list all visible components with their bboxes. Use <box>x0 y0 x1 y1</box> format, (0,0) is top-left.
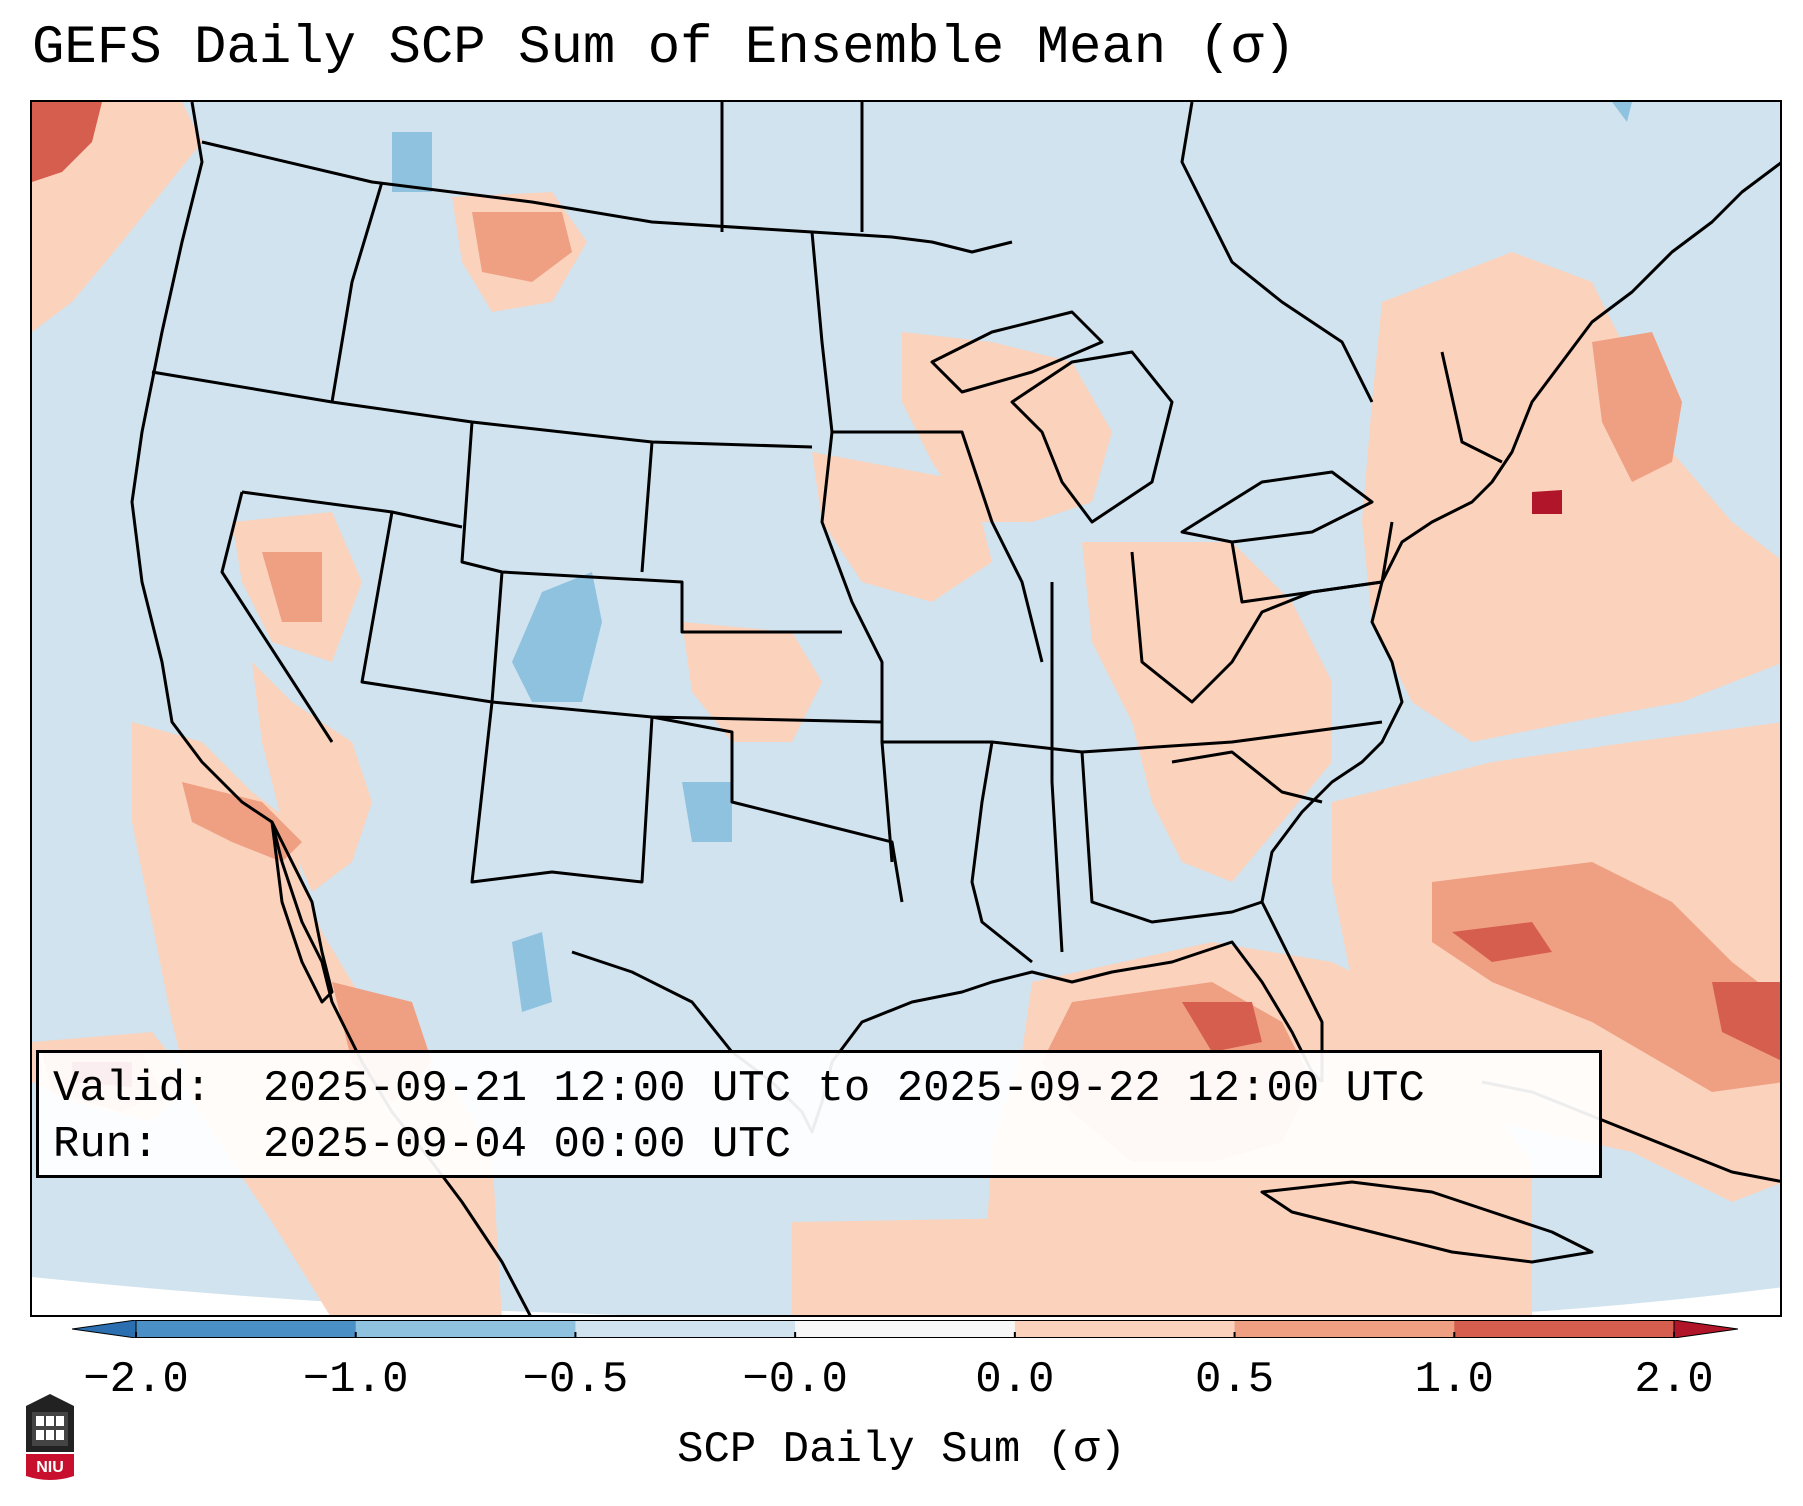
mid-anomaly-region <box>1592 332 1682 482</box>
chart-title: GEFS Daily SCP Sum of Ensemble Mean (σ) <box>32 18 1296 79</box>
extreme-anomaly-region <box>1532 490 1562 514</box>
state-border <box>1050 582 1064 953</box>
outside-projection <box>1479 1287 1780 1315</box>
negative-anomaly-region <box>1612 102 1632 122</box>
state-border <box>1440 351 1503 464</box>
positive-anomaly-region <box>1362 252 1780 742</box>
colorbar-tick-label: 2.0 <box>1634 1355 1714 1405</box>
niu-logo-icon: NIU <box>26 1394 74 1480</box>
mid-anomaly-region <box>182 782 302 862</box>
positive-anomaly-region <box>792 1212 1452 1315</box>
negative-anomaly-region <box>682 782 732 842</box>
mid-anomaly-region <box>262 552 322 622</box>
colorbar-tick-label: −1.0 <box>302 1355 409 1405</box>
valid-label: Valid: <box>53 1064 212 1114</box>
outside-projection <box>32 1277 622 1315</box>
colorbar-tick-label: 0.5 <box>1194 1355 1275 1405</box>
state-border <box>640 441 654 573</box>
baja-peninsula <box>270 820 334 1004</box>
great-lakes <box>1010 350 1174 524</box>
state-border <box>220 491 334 743</box>
colorbar-tick-label: −0.0 <box>742 1355 848 1405</box>
positive-anomaly-region <box>1082 542 1332 882</box>
colorbar-tick-label: −0.5 <box>522 1355 629 1405</box>
state-border <box>810 231 894 863</box>
colorbar-bin <box>1234 1320 1455 1338</box>
logo-text: NIU <box>36 1459 64 1476</box>
colorbar-tick-labels: −2.0 −1.0 −0.5 −0.0 0.0 0.5 1.0 2.0 <box>0 1355 1803 1405</box>
colorbar-tick-label: −2.0 <box>83 1355 189 1405</box>
positive-anomaly-region <box>812 452 992 602</box>
canada-border <box>1180 102 1374 403</box>
state-border <box>470 571 654 884</box>
colorbar-bin <box>355 1320 576 1338</box>
colorbar-bin <box>136 1320 357 1338</box>
strong-anomaly-region <box>1182 1002 1262 1052</box>
state-border <box>832 430 1044 663</box>
state-border <box>651 715 904 903</box>
run-row: Run: 2025-09-04 00:00 UTC <box>53 1117 1585 1173</box>
colorbar-bin <box>575 1320 796 1338</box>
state-border <box>970 741 1033 964</box>
great-lakes <box>930 310 1104 394</box>
colorbar-extend-high <box>1673 1320 1738 1338</box>
positive-anomaly-region <box>682 622 822 742</box>
negative-anomaly-field <box>392 102 1632 1012</box>
valid-row: Valid: 2025-09-21 12:00 UTC to 2025-09-2… <box>53 1061 1585 1117</box>
strong-anomaly-region <box>1712 982 1780 1061</box>
colorbar-label: SCP Daily Sum (σ) <box>677 1425 1126 1475</box>
state-border <box>1171 750 1323 804</box>
colorbar <box>72 1320 1738 1338</box>
colorbar-bin <box>1454 1320 1675 1338</box>
colorbar-extend-low <box>72 1320 137 1338</box>
negative-anomaly-region <box>512 572 602 702</box>
colorbar-outline <box>135 1320 1675 1338</box>
colorbar-tick-label: 0.0 <box>975 1355 1055 1405</box>
state-border <box>1080 751 1263 924</box>
state-border <box>460 421 842 634</box>
colorbar-bin <box>795 1320 1016 1338</box>
positive-anomaly-region <box>252 662 372 892</box>
cuba <box>1260 1180 1594 1264</box>
valid-value: 2025-09-21 12:00 UTC to 2025-09-22 12:00… <box>263 1064 1425 1114</box>
great-lakes <box>1180 470 1374 544</box>
negative-anomaly-region <box>392 132 432 192</box>
strong-anomaly-region <box>32 102 102 182</box>
mid-anomaly-region <box>472 212 572 282</box>
valid-run-info-box: Valid: 2025-09-21 12:00 UTC to 2025-09-2… <box>36 1050 1602 1178</box>
colorbar-tick-label: 1.0 <box>1414 1355 1494 1405</box>
run-label: Run: <box>53 1120 159 1170</box>
colorbar-bin <box>1014 1320 1236 1338</box>
state-border <box>1230 521 1394 604</box>
mid-anomaly-region <box>1432 862 1780 1092</box>
run-value: 2025-09-04 00:00 UTC <box>263 1120 792 1170</box>
strong-anomaly-region <box>1452 922 1552 962</box>
negative-anomaly-region <box>512 932 552 1012</box>
state-border <box>330 181 384 403</box>
